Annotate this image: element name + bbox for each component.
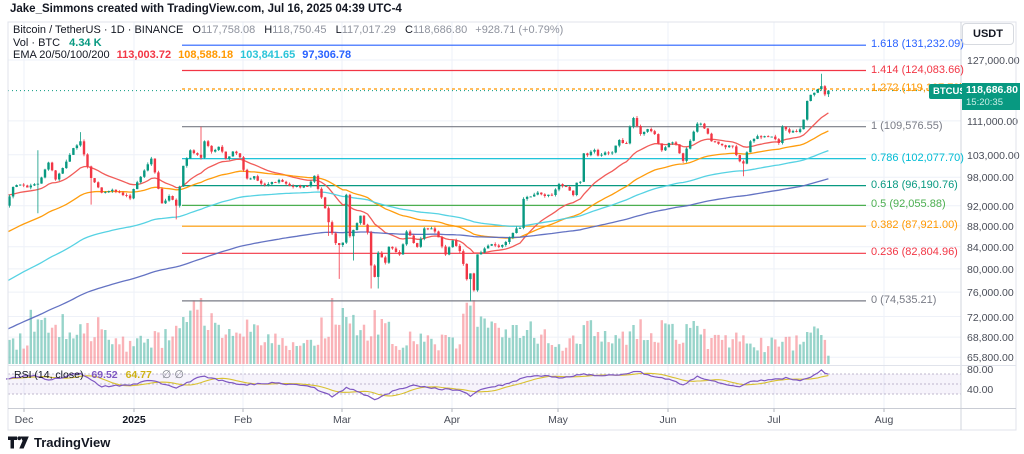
rsi-ma-line	[5, 372, 829, 397]
volume-title: Vol · BTC	[13, 37, 61, 49]
price-tick-88,000.00: 88,000.00	[967, 221, 1014, 233]
price-tick-98,000.00: 98,000.00	[967, 172, 1014, 184]
time-tick-May: May	[548, 414, 568, 426]
price-tick-103,000.00: 103,000.00	[967, 150, 1020, 162]
ema-legend-row: EMA 20/50/100/200 113,003.72 108,588.18 103…	[13, 49, 351, 61]
fib-label-0: 0 (74,535.21)	[871, 294, 937, 306]
ema-20-line	[8, 112, 829, 254]
rsi-ma-value: 64.77	[125, 369, 152, 381]
rsi-value: 69.52	[91, 369, 118, 381]
close-label: C	[405, 24, 413, 36]
price-tick-72,000.00: 72,000.00	[967, 312, 1014, 324]
fib-label-0.5: 0.5 (92,055.88)	[871, 198, 946, 210]
ema-value-3: 97,306.78	[302, 49, 352, 61]
rsi-tick-40.00: 40.00	[967, 384, 994, 396]
fib-label-1.414: 1.414 (124,083.66)	[871, 64, 964, 76]
rsi-title: RSI (14, close)	[14, 369, 84, 381]
price-tick-92,000.00: 92,000.00	[967, 201, 1014, 213]
attribution-text: Jake_Simmons created with TradingView.co…	[10, 3, 402, 15]
fib-label-0.786: 0.786 (102,077.70)	[871, 152, 964, 164]
low-label: L	[335, 24, 342, 36]
fib-label-0.236: 0.236 (82,804.96)	[871, 246, 958, 258]
volume-bars	[8, 298, 830, 364]
open-value: 117,758.08	[200, 24, 256, 36]
last-price-value: 118,686.80	[966, 84, 1018, 96]
time-tick-Dec: Dec	[14, 414, 34, 426]
time-tick-Mar: Mar	[332, 414, 352, 426]
price-tick-76,000.00: 76,000.00	[967, 287, 1014, 299]
price-tick-80,000.00: 80,000.00	[967, 264, 1014, 276]
axis-currency-toggle[interactable]: USDT	[962, 23, 1014, 45]
high-label: H	[264, 24, 273, 36]
price-tick-111,000.00: 111,000.00	[967, 116, 1018, 128]
price-tick-65,800.00: 65,800.00	[967, 352, 1014, 364]
symbol-legend-row: Bitcoin / TetherUS · 1D · BINANCE O117,7…	[13, 24, 563, 36]
ema-value-2: 103,841.65	[240, 49, 296, 61]
price-tick-127,000.00: 127,000.00	[967, 55, 1020, 67]
ema-100-line	[8, 149, 829, 282]
tradingview-logo-icon[interactable]	[8, 436, 29, 449]
ema-title: EMA 20/50/100/200	[13, 49, 110, 61]
price-tick-84,000.00: 84,000.00	[967, 242, 1014, 254]
low-value: 117,017.29	[341, 24, 396, 36]
ema-200-line	[8, 178, 829, 330]
symbol-title: Bitcoin / TetherUS · 1D · BINANCE	[13, 24, 184, 36]
high-value: 118,750.45	[272, 24, 327, 36]
fib-label-1: 1 (109,576.55)	[871, 120, 943, 132]
countdown-timer: 15:20:35	[966, 97, 1003, 108]
open-label: O	[192, 24, 201, 36]
rsi-error-icons: ∅ ∅	[161, 369, 185, 381]
ema-value-1: 108,588.18	[178, 49, 234, 61]
rsi-line	[5, 369, 829, 401]
rsi-legend-row: RSI (14, close) 69.52 64.77 ∅ ∅	[14, 368, 184, 381]
footer: TradingView	[8, 435, 110, 450]
fib-label-1.618: 1.618 (131,232.09)	[871, 38, 964, 50]
volume-legend-row: Vol · BTC 4.34 K	[13, 37, 102, 49]
rsi-tick-80.00: 80.00	[967, 364, 994, 376]
time-tick-Aug: Aug	[874, 414, 894, 426]
candles	[8, 73, 830, 302]
change-value: +928.71 (+0.79%)	[475, 24, 564, 36]
time-tick-Apr: Apr	[443, 414, 461, 426]
time-tick-Jun: Jun	[659, 414, 677, 426]
price-tick-68,800.00: 68,800.00	[967, 332, 1014, 344]
ema-values: 113,003.72 108,588.18 103,841.65 97,306.78	[110, 49, 352, 61]
last-price-badge: 118,686.80 15:20:35	[962, 83, 1020, 110]
time-tick-Feb: Feb	[233, 414, 253, 426]
fib-label-0.618: 0.618 (96,190.76)	[871, 179, 958, 191]
chart-frame	[7, 21, 1017, 431]
ema-50-line	[8, 130, 829, 239]
time-tick-Jul: Jul	[767, 414, 781, 426]
fib-label-0.382: 0.382 (87,921.00)	[871, 219, 958, 231]
tradingview-logo-text[interactable]: TradingView	[34, 435, 111, 450]
time-tick-2025: 2025	[122, 414, 146, 426]
volume-value: 4.34 K	[69, 37, 102, 49]
close-value: 118,686.80	[412, 24, 468, 36]
ema-value-0: 113,003.72	[116, 49, 172, 61]
